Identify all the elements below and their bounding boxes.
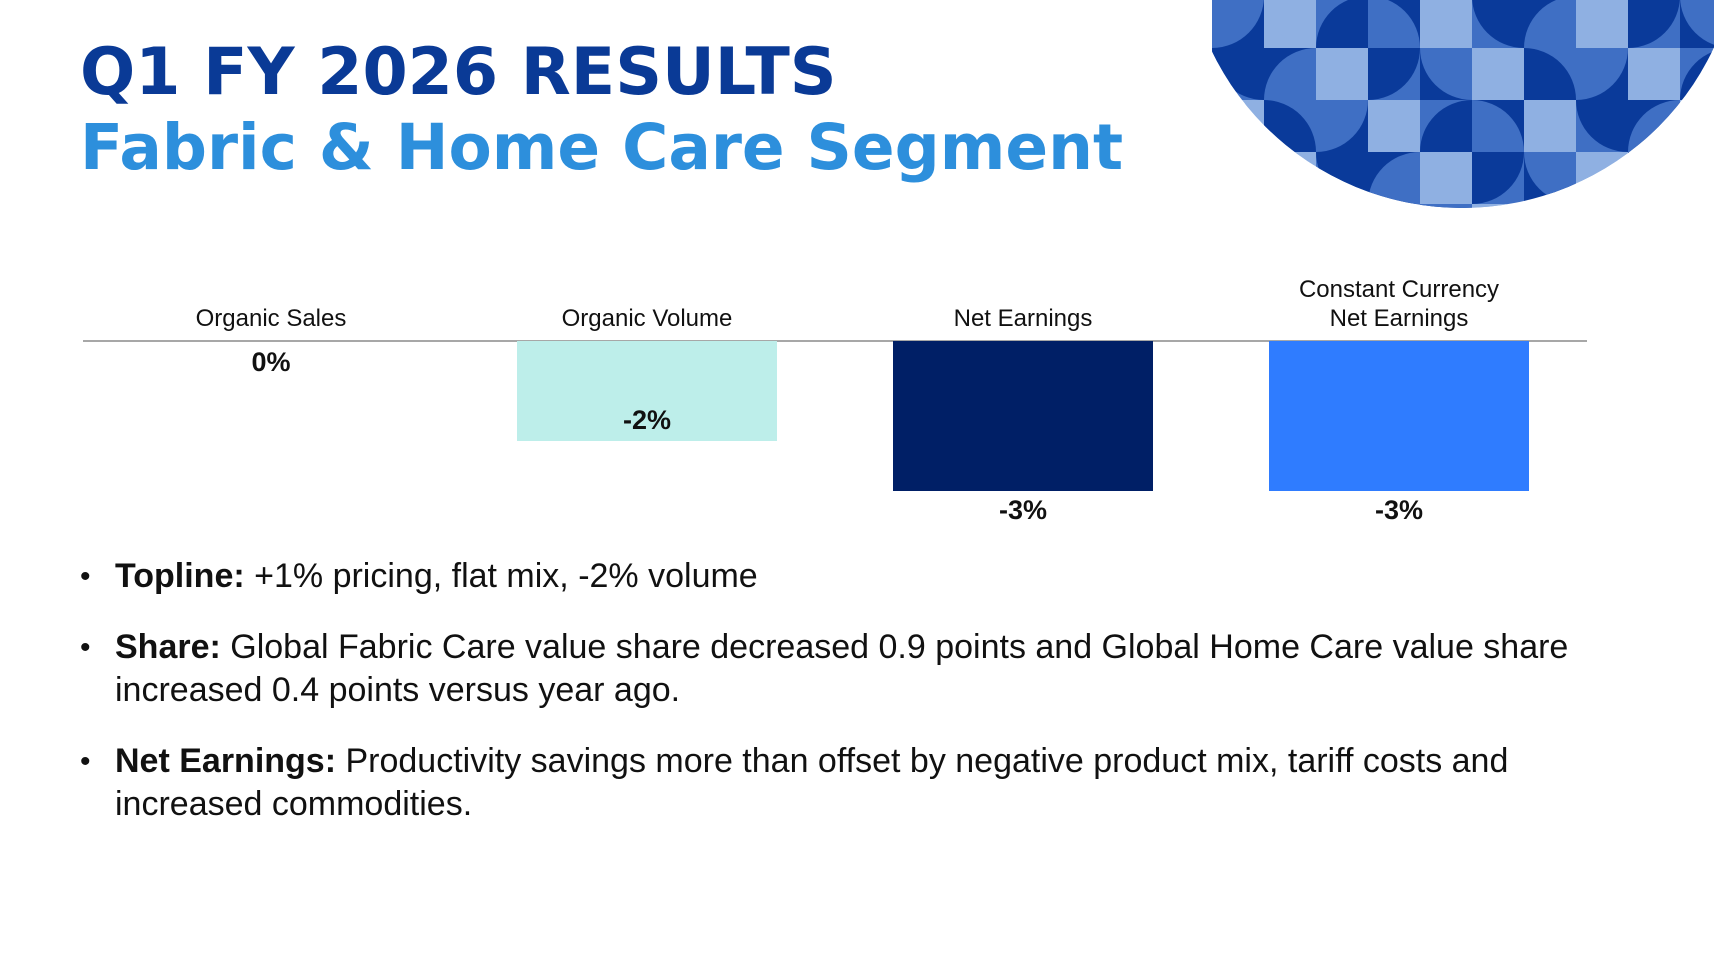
pattern-quarter-circle — [1576, 48, 1628, 100]
bar-2 — [893, 341, 1153, 491]
bullet-lead: Share: — [115, 628, 221, 666]
category-label-3: Constant Currency Net Earnings — [1299, 276, 1499, 332]
pattern-quarter-circle — [1472, 100, 1524, 152]
pattern-quarter-circle — [1420, 48, 1472, 100]
pattern-quarter-circle — [1316, 48, 1368, 100]
bullet-lead: Topline: — [115, 557, 245, 595]
bar-1 — [517, 341, 777, 441]
pattern-quarter-circle — [1264, 0, 1316, 48]
bar-chart: Organic Sales 0% Organic Volume -2% Net Earn… — [83, 276, 1587, 525]
bullet-text: Global Fabric Care value share decreased… — [115, 628, 1569, 709]
pattern-quarter-circle — [1264, 48, 1316, 100]
pattern-quarter-circle — [1524, 48, 1576, 100]
bar-3 — [1269, 341, 1529, 491]
pattern-quarter-circle — [1576, 0, 1628, 48]
value-label-2: -3% — [999, 495, 1047, 525]
pattern-quarter-circle — [1472, 0, 1524, 48]
pattern-quarter-circle — [1212, 48, 1264, 100]
bullet-share: • Share: Global Fabric Care value share … — [80, 626, 1600, 712]
pattern-quarter-circle — [1420, 0, 1472, 48]
pattern-quarter-circle — [1368, 48, 1420, 100]
pattern-quarter-circle — [1472, 152, 1524, 204]
pattern-quarter-circle — [1472, 48, 1524, 100]
pattern-quarter-circle — [1368, 100, 1420, 152]
decorative-pattern-circle — [1212, 0, 1714, 208]
page-title: Q1 FY 2026 RESULTS — [80, 35, 837, 110]
bullet-dot-icon: • — [80, 631, 91, 664]
pattern-quarter-circle — [1576, 100, 1628, 152]
bullet-net-earnings: • Net Earnings: Productivity savings mor… — [80, 740, 1600, 826]
category-label-1: Organic Volume — [562, 305, 733, 332]
pattern-quarter-circle — [1368, 152, 1420, 204]
pattern-quarter-circle — [1524, 0, 1576, 48]
pattern-quarter-circle — [1316, 0, 1368, 48]
bullet-text: Productivity savings more than offset by… — [115, 742, 1509, 823]
bullet-lead: Net Earnings: — [115, 742, 337, 780]
value-label-3: -3% — [1375, 495, 1423, 525]
value-label-1: -2% — [623, 405, 671, 435]
pattern-quarter-circle — [1420, 152, 1472, 204]
pattern-quarter-circle — [1316, 100, 1368, 152]
category-label-0: Organic Sales — [196, 305, 347, 332]
bullet-text: +1% pricing, flat mix, -2% volume — [244, 557, 758, 595]
bullet-dot-icon: • — [80, 560, 91, 593]
pattern-quarter-circle — [1628, 48, 1680, 100]
bullet-dot-icon: • — [80, 745, 91, 778]
pattern-quarter-circle — [1680, 0, 1714, 48]
pattern-quarter-circle — [1628, 0, 1680, 48]
page-subtitle: Fabric & Home Care Segment — [80, 111, 1124, 184]
bullet-topline: • Topline: +1% pricing, flat mix, -2% vo… — [80, 555, 1600, 598]
pattern-quarter-circle — [1368, 0, 1420, 48]
pattern-quarter-circle — [1420, 100, 1472, 152]
pattern-quarter-circle — [1524, 100, 1576, 152]
category-label-2: Net Earnings — [954, 305, 1093, 332]
value-label-0: 0% — [251, 347, 290, 377]
bullet-list: • Topline: +1% pricing, flat mix, -2% vo… — [80, 555, 1600, 854]
pattern-quarter-circle — [1212, 0, 1264, 48]
